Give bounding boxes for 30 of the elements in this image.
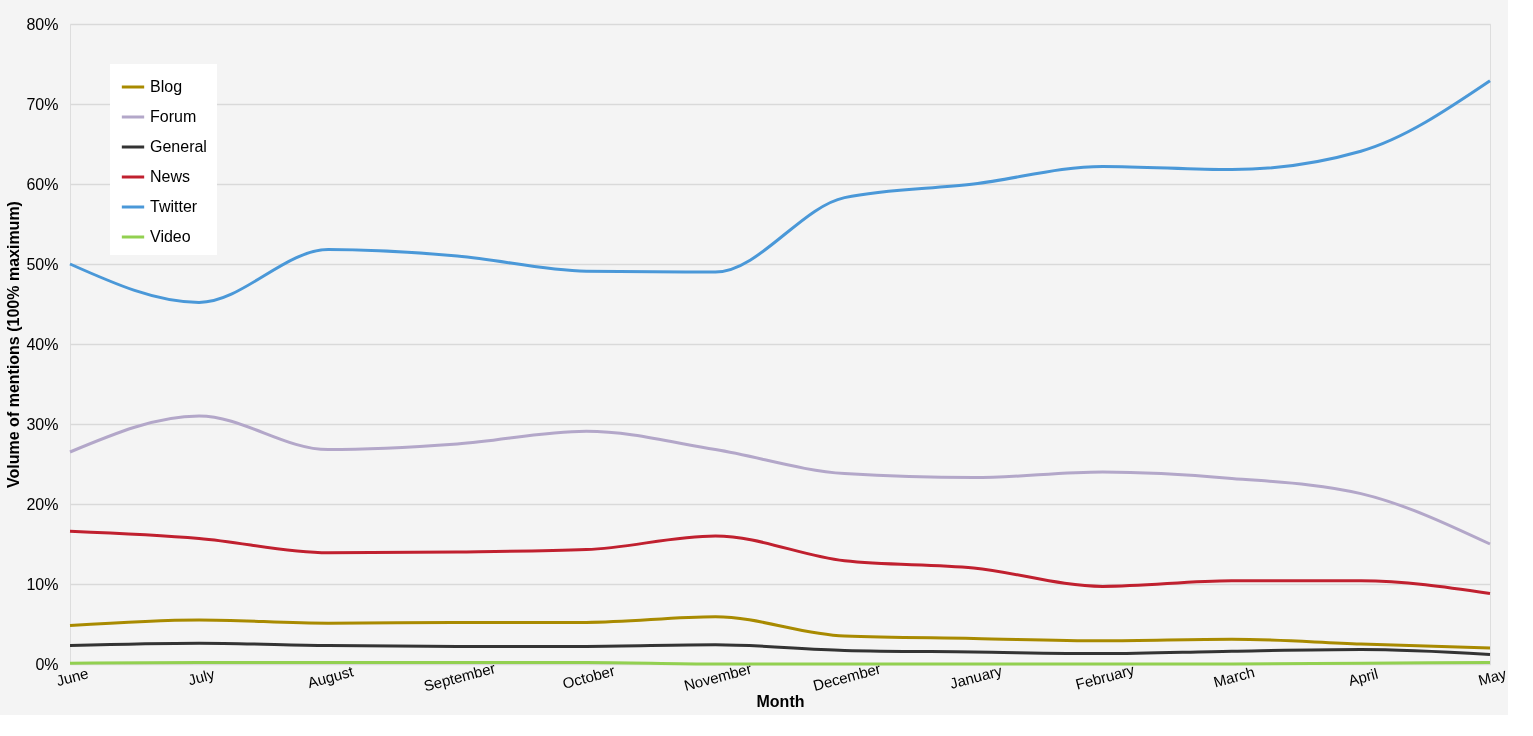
y-tick-label: 40%: [26, 335, 59, 353]
x-tick-label: January: [947, 661, 1005, 692]
y-tick-label: 0%: [35, 655, 59, 673]
y-tick-label: 30%: [26, 415, 59, 433]
legend-label: Video: [150, 228, 191, 245]
x-tick-label: August: [305, 662, 356, 692]
y-tick-label: 20%: [26, 495, 59, 513]
x-tick-label: July: [186, 664, 217, 689]
x-tick-label: March: [1211, 663, 1257, 691]
line-series: [68, 414, 1492, 546]
line-series: [68, 641, 1492, 656]
y-tick-label: 60%: [26, 175, 59, 193]
y-tick-label: 80%: [26, 15, 59, 33]
y-tick-label: 70%: [26, 95, 59, 113]
line-series: [68, 615, 1492, 650]
legend-label: Blog: [150, 78, 183, 95]
legend-label: General: [150, 138, 207, 155]
y-tick-label: 10%: [26, 575, 59, 593]
x-tick-label: February: [1073, 660, 1137, 693]
legend-label: Forum: [150, 108, 197, 125]
y-tick-label: 50%: [26, 255, 59, 273]
x-tick-label: October: [560, 661, 617, 692]
line-series: [68, 529, 1492, 596]
x-axis-title: Month: [756, 693, 805, 711]
legend-label: News: [150, 168, 191, 185]
x-tick-label: April: [1346, 664, 1380, 689]
x-tick-label: May: [1476, 664, 1509, 689]
legend-label: Twitter: [150, 198, 198, 215]
y-axis-title: Volume of mentions (100% maximum): [5, 201, 23, 488]
line-series: [68, 79, 1492, 304]
